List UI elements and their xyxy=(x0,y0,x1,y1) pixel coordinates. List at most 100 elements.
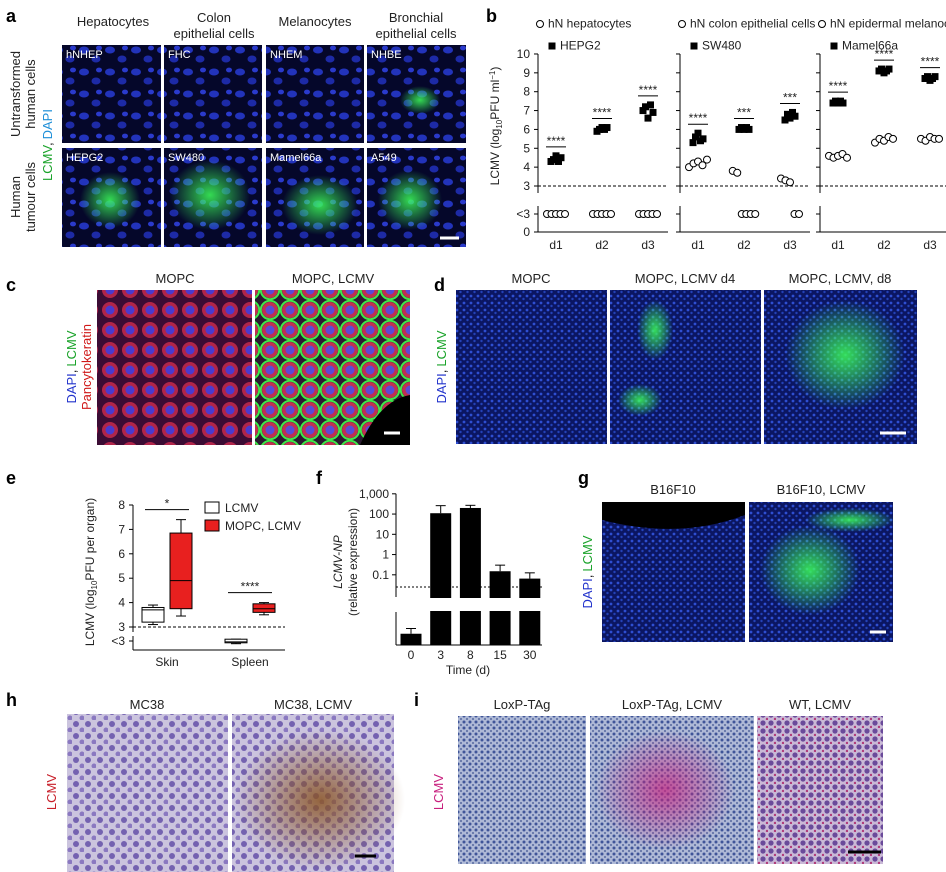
x-tick-label: d1 xyxy=(831,238,845,252)
y-tick-label: 4 xyxy=(523,160,530,174)
stain-name: LCMV xyxy=(40,145,55,181)
y-tick-label: 7 xyxy=(523,104,530,118)
data-point xyxy=(889,134,897,143)
x-axis-label: Time (d) xyxy=(446,663,490,677)
panel-letter: a xyxy=(6,6,17,26)
data-point xyxy=(791,112,799,120)
stain xyxy=(618,384,662,416)
data-point xyxy=(642,103,649,111)
x-tick-label: Spleen xyxy=(231,655,268,669)
stain xyxy=(760,525,860,615)
data-point xyxy=(647,101,654,109)
stain xyxy=(637,300,673,360)
x-tick-label: d2 xyxy=(737,238,751,252)
panel-letter: h xyxy=(6,690,17,710)
y-tick-label: <3 xyxy=(111,634,125,648)
image-label: A549 xyxy=(371,152,397,164)
column-header: Colon xyxy=(197,10,231,25)
data-point xyxy=(561,210,569,218)
stain-name: LCMV xyxy=(434,330,449,366)
y-tick-label: 6 xyxy=(118,547,125,561)
image-label: NHEM xyxy=(270,49,302,61)
y-axis-label: LCMV (log10PFU per organ) xyxy=(83,498,99,646)
image-title: MC38, LCMV xyxy=(274,697,352,712)
label-part: LCMV (log xyxy=(83,589,97,646)
image-title: MOPC, LCMV d4 xyxy=(635,271,735,286)
micrograph xyxy=(456,290,607,444)
panel-letter: d xyxy=(434,275,445,295)
label-part: PFU ml xyxy=(488,80,502,120)
stain-label: DAPI, LCMV xyxy=(580,535,595,608)
y-tick-label: 6 xyxy=(523,122,530,136)
micrograph xyxy=(164,45,262,143)
stain-name: LCMV xyxy=(580,535,595,571)
significance: * xyxy=(165,497,170,511)
image-label: NHBE xyxy=(371,49,402,61)
stain-name: DAPI xyxy=(64,373,79,403)
micrograph xyxy=(97,290,252,445)
y-tick-label: 10 xyxy=(376,527,390,541)
significance: **** xyxy=(639,83,658,97)
label-part: ) xyxy=(488,67,502,71)
background xyxy=(602,502,745,529)
data-point xyxy=(784,110,791,118)
x-tick-label: Skin xyxy=(155,655,178,669)
data-point xyxy=(885,65,893,73)
y-tick-label: 10 xyxy=(517,47,531,61)
y-tick-label: 5 xyxy=(523,141,530,155)
significance: *** xyxy=(783,90,797,104)
panel-letter: g xyxy=(578,468,589,488)
separator: , xyxy=(434,370,449,374)
y-tick-label: 8 xyxy=(523,85,530,99)
image-title: LoxP-TAg, LCMV xyxy=(622,697,723,712)
row-label: Human xyxy=(8,176,23,218)
legend-label: hN hepatocytes xyxy=(548,17,631,31)
stain xyxy=(235,730,405,870)
data-point xyxy=(745,125,753,133)
stain xyxy=(400,86,440,114)
x-tick-label: 3 xyxy=(437,648,444,662)
data-point xyxy=(552,152,560,160)
image-title: MOPC xyxy=(156,271,195,286)
y-tick-label: 1 xyxy=(382,548,389,562)
x-tick-label: 8 xyxy=(467,648,474,662)
x-tick-label: d2 xyxy=(877,238,891,252)
significance: **** xyxy=(593,106,612,120)
legend-marker xyxy=(678,20,686,28)
stain-label: DAPI, LCMV xyxy=(64,330,79,403)
axis-break xyxy=(390,598,544,611)
data-point xyxy=(698,161,707,170)
panel-letter: b xyxy=(486,6,497,26)
data-point xyxy=(751,210,760,218)
y-axis-label: LCMV (log10PFU ml−1) xyxy=(488,67,504,186)
label-superscript: −1 xyxy=(488,70,497,80)
image-label: SW480 xyxy=(168,152,204,164)
image-title: MC38 xyxy=(130,697,165,712)
panel-a-images xyxy=(62,45,466,247)
stain xyxy=(80,172,140,228)
y-axis-label: LCMV-NP xyxy=(331,535,345,589)
data-point xyxy=(733,168,742,177)
legend-label: MOPC, LCMV xyxy=(225,519,301,533)
significance: **** xyxy=(689,111,708,125)
box xyxy=(141,606,165,623)
column-header: Hepatocytes xyxy=(77,14,150,29)
bar xyxy=(430,513,452,645)
data-point xyxy=(699,135,707,143)
image-label: FHC xyxy=(168,49,191,61)
micrograph xyxy=(62,45,161,143)
legend-label: hN colon epithelial cells xyxy=(690,17,815,31)
data-point xyxy=(935,134,943,143)
data-point xyxy=(689,139,697,147)
data-point xyxy=(603,124,611,132)
stain-name: DAPI xyxy=(434,373,449,403)
significance: *** xyxy=(737,106,751,120)
label-part: PFU per organ) xyxy=(83,498,97,581)
stain-label: Pancytokeratin xyxy=(79,324,94,410)
column-header: epithelial cells xyxy=(376,26,457,41)
stain xyxy=(595,730,735,850)
stain-label: LCMV xyxy=(44,774,59,810)
data-point xyxy=(653,210,661,218)
y-tick-label: 3 xyxy=(118,620,125,634)
